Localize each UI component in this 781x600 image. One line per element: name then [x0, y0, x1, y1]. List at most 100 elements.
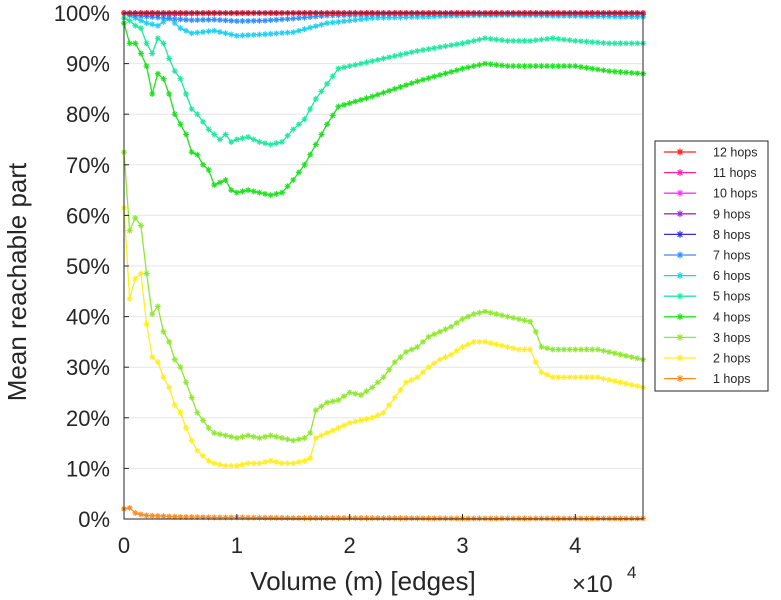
data-point [397, 515, 404, 522]
data-point [611, 40, 618, 47]
data-point [363, 515, 370, 522]
data-point [470, 338, 477, 345]
data-point [278, 139, 285, 146]
y-tick-label: 40% [66, 305, 110, 330]
data-point [363, 59, 370, 66]
data-point [515, 63, 522, 70]
data-point [278, 460, 285, 467]
data-point [628, 354, 635, 361]
data-point [262, 514, 269, 521]
data-point [482, 338, 489, 345]
grid [124, 12, 643, 520]
data-point [623, 380, 630, 387]
data-point [256, 31, 263, 38]
data-point [295, 169, 302, 176]
data-point [290, 15, 297, 22]
data-point [448, 323, 455, 330]
data-point [600, 347, 607, 354]
data-point [380, 374, 387, 381]
data-point [465, 515, 472, 522]
data-point [171, 68, 178, 75]
data-point [498, 342, 505, 349]
data-point [267, 141, 274, 148]
data-point [171, 111, 178, 118]
data-point [442, 43, 449, 50]
data-point [177, 16, 184, 23]
data-point [262, 190, 269, 197]
data-point [346, 100, 353, 107]
data-point [233, 136, 240, 143]
data-point [408, 515, 415, 522]
legend-label: 6 hops [713, 269, 751, 283]
data-point [515, 515, 522, 522]
data-point [222, 17, 229, 24]
data-point [126, 17, 133, 24]
data-point [634, 70, 641, 77]
data-point [295, 27, 302, 34]
data-point [228, 17, 235, 24]
data-point [250, 136, 257, 143]
data-point [419, 369, 426, 376]
data-point [154, 70, 161, 77]
data-point [363, 388, 370, 395]
data-point [431, 360, 438, 367]
data-point [510, 63, 517, 70]
data-point [386, 54, 393, 61]
data-point [544, 35, 551, 42]
data-point [329, 427, 336, 434]
data-point [216, 461, 223, 468]
data-point [352, 515, 359, 522]
y-tick-label: 20% [66, 406, 110, 431]
y-axis-label: Mean reachable part [2, 162, 32, 401]
data-point [233, 18, 240, 25]
legend-entry-2-hops: 2 hops [664, 352, 751, 366]
data-point [487, 515, 494, 522]
data-point [273, 514, 280, 521]
data-point [487, 340, 494, 347]
data-point [538, 369, 545, 376]
data-point [634, 383, 641, 390]
data-point [414, 47, 421, 54]
data-point [448, 515, 455, 522]
data-point [623, 352, 630, 359]
data-point [352, 98, 359, 105]
data-point [391, 85, 398, 92]
data-point [436, 71, 443, 78]
data-point [154, 22, 161, 29]
data-point [476, 61, 483, 68]
data-point [414, 374, 421, 381]
data-point [380, 89, 387, 96]
data-point [589, 39, 596, 46]
data-point [403, 515, 410, 522]
data-point [273, 190, 280, 197]
data-point [335, 65, 342, 72]
data-point [386, 87, 393, 94]
data-point [487, 35, 494, 42]
data-point [183, 27, 190, 34]
data-point [149, 354, 156, 361]
data-point [611, 378, 618, 385]
data-point [566, 37, 573, 44]
data-point [177, 25, 184, 32]
data-point [183, 16, 190, 23]
data-point [515, 346, 522, 353]
data-point [589, 374, 596, 381]
data-point [408, 49, 415, 56]
legend-label: 3 hops [713, 331, 751, 345]
data-point [160, 374, 167, 381]
legend-marker [676, 251, 684, 259]
data-point [448, 42, 455, 49]
data-point [222, 131, 229, 138]
data-point [623, 40, 630, 47]
data-point [510, 345, 517, 352]
data-point [256, 139, 263, 146]
data-point [442, 326, 449, 333]
data-point [205, 166, 212, 173]
data-point [374, 91, 381, 98]
data-point [188, 106, 195, 113]
data-point [132, 22, 139, 29]
data-point [538, 36, 545, 43]
data-point [329, 73, 336, 80]
data-point [335, 424, 342, 431]
data-point [228, 462, 235, 469]
